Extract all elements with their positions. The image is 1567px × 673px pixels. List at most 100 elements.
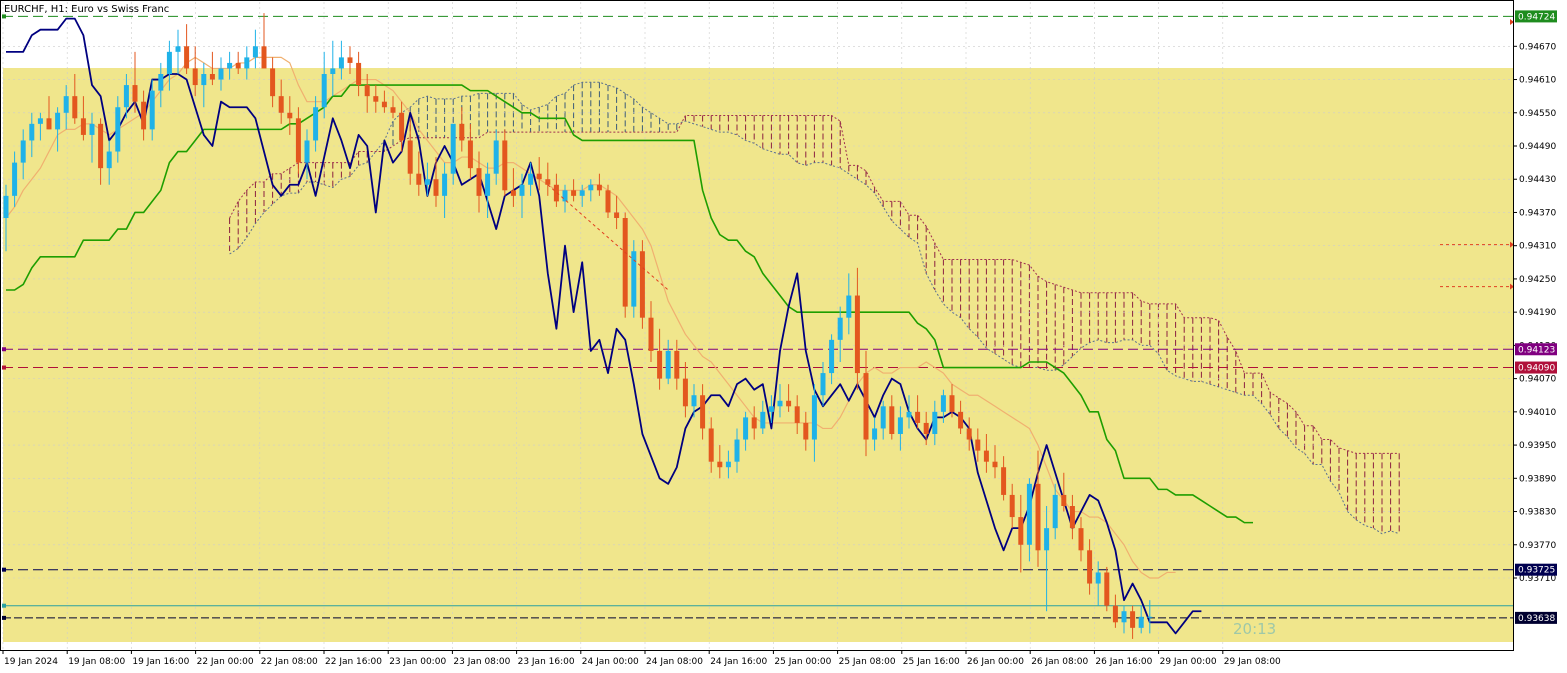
candle-body[interactable] — [63, 96, 69, 113]
candle-body[interactable] — [3, 195, 9, 218]
candle-body[interactable] — [295, 118, 301, 163]
candle-body[interactable] — [459, 123, 465, 141]
candle-body[interactable] — [467, 140, 473, 169]
candle-body[interactable] — [381, 101, 387, 108]
candle-body[interactable] — [330, 68, 336, 74]
candle-body[interactable] — [906, 411, 912, 418]
candle-body[interactable] — [536, 173, 542, 180]
candle-body[interactable] — [1078, 528, 1084, 551]
candles[interactable] — [3, 13, 1153, 639]
candle-body[interactable] — [992, 461, 998, 468]
candle-body[interactable] — [1009, 494, 1015, 518]
level-handle[interactable] — [2, 14, 6, 19]
candle-body[interactable] — [657, 350, 663, 379]
level-handle[interactable] — [2, 615, 6, 620]
candle-body[interactable] — [579, 190, 585, 196]
candle-body[interactable] — [665, 350, 671, 379]
candle-body[interactable] — [29, 123, 35, 141]
candle-body[interactable] — [287, 112, 293, 119]
candle-body[interactable] — [166, 51, 172, 74]
candle-body[interactable] — [958, 411, 964, 429]
candle-body[interactable] — [1138, 616, 1144, 628]
candle-body[interactable] — [614, 212, 620, 218]
candle-body[interactable] — [803, 422, 809, 440]
candle-body[interactable] — [321, 74, 327, 108]
candle-body[interactable] — [1069, 506, 1075, 529]
candle-body[interactable] — [786, 400, 792, 407]
candle-body[interactable] — [923, 422, 929, 434]
candle-body[interactable] — [450, 123, 456, 174]
candle-body[interactable] — [983, 450, 989, 462]
candle-body[interactable] — [184, 46, 190, 69]
candle-body[interactable] — [519, 184, 525, 196]
candle-body[interactable] — [596, 184, 602, 191]
candle-body[interactable] — [837, 317, 843, 340]
candle-body[interactable] — [106, 151, 112, 169]
candle-body[interactable] — [390, 107, 396, 113]
candle-body[interactable] — [528, 173, 534, 185]
candle-body[interactable] — [949, 395, 955, 412]
candle-body[interactable] — [158, 74, 164, 91]
candle-body[interactable] — [12, 162, 18, 196]
candle-body[interactable] — [880, 406, 886, 429]
candle-body[interactable] — [89, 123, 95, 135]
candle-body[interactable] — [209, 74, 215, 80]
candle-body[interactable] — [674, 350, 680, 379]
candle-body[interactable] — [235, 62, 241, 69]
candle-body[interactable] — [605, 190, 611, 213]
candle-body[interactable] — [708, 428, 714, 462]
candle-body[interactable] — [966, 428, 972, 440]
candle-body[interactable] — [476, 168, 482, 196]
candle-body[interactable] — [639, 251, 645, 318]
candle-body[interactable] — [1026, 483, 1032, 545]
candle-body[interactable] — [46, 118, 52, 130]
candle-body[interactable] — [123, 85, 129, 108]
candle-body[interactable] — [356, 62, 362, 86]
level-handle[interactable] — [2, 567, 6, 572]
candle-body[interactable] — [141, 101, 147, 130]
time-axis[interactable]: 19 Jan 2024 19 Jan 08:00 19 Jan 16:00 22 Ja… — [2, 650, 1281, 667]
candle-body[interactable] — [562, 190, 568, 202]
candle-body[interactable] — [201, 74, 207, 86]
candle-body[interactable] — [407, 140, 413, 174]
candle-body[interactable] — [975, 439, 981, 451]
candle-body[interactable] — [37, 118, 43, 124]
candle-body[interactable] — [1018, 517, 1024, 545]
candle-body[interactable] — [751, 417, 757, 429]
candle-body[interactable] — [149, 90, 155, 130]
candle-body[interactable] — [553, 184, 559, 202]
candle-body[interactable] — [493, 140, 499, 174]
candle-body[interactable] — [622, 218, 628, 307]
candle-body[interactable] — [889, 406, 895, 434]
candle-body[interactable] — [433, 179, 439, 196]
candle-body[interactable] — [192, 68, 198, 86]
candle-body[interactable] — [270, 68, 276, 97]
candle-body[interactable] — [313, 107, 319, 141]
candle-body[interactable] — [55, 112, 61, 130]
candle-body[interactable] — [485, 173, 491, 196]
candle-body[interactable] — [115, 107, 121, 152]
candle-body[interactable] — [915, 411, 921, 423]
candle-body[interactable] — [863, 373, 869, 440]
candle-body[interactable] — [760, 411, 766, 429]
candle-body[interactable] — [227, 62, 233, 69]
candle-body[interactable] — [80, 118, 86, 135]
candle-body[interactable] — [872, 428, 878, 440]
candle-body[interactable] — [1104, 572, 1110, 606]
candle-body[interactable] — [1001, 467, 1007, 495]
candle-body[interactable] — [811, 395, 817, 440]
candle-body[interactable] — [278, 96, 284, 113]
candle-body[interactable] — [1061, 494, 1067, 506]
candle-body[interactable] — [502, 140, 508, 191]
candle-body[interactable] — [854, 295, 860, 374]
candle-body[interactable] — [304, 140, 310, 163]
candle-body[interactable] — [777, 400, 783, 407]
candle-body[interactable] — [743, 417, 749, 440]
candle-body[interactable] — [691, 395, 697, 407]
candle-body[interactable] — [338, 57, 344, 69]
candle-body[interactable] — [734, 439, 740, 462]
candle-body[interactable] — [717, 461, 723, 468]
candle-body[interactable] — [252, 46, 258, 58]
candle-body[interactable] — [364, 85, 370, 97]
